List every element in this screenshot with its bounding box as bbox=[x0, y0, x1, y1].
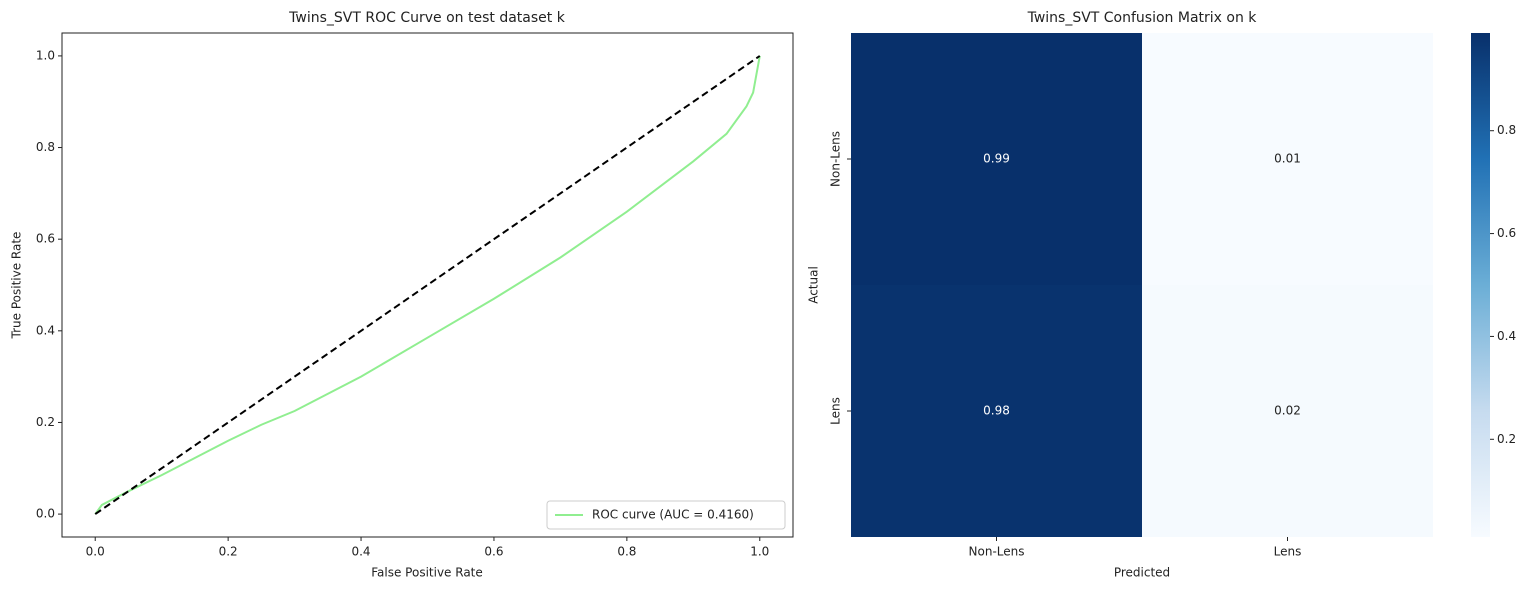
x-tick-label: Non-Lens bbox=[969, 545, 1025, 559]
chart-title: Twins_SVT ROC Curve on test dataset k bbox=[288, 10, 566, 26]
x-tick-label: 0.8 bbox=[617, 545, 636, 559]
x-tick-label: 0.0 bbox=[86, 545, 105, 559]
y-tick-label: 0.2 bbox=[36, 415, 55, 429]
y-tick-label: 0.6 bbox=[36, 232, 55, 246]
cell-label: 0.98 bbox=[983, 404, 1010, 418]
plot-frame bbox=[61, 32, 794, 538]
x-axis-label: False Positive Rate bbox=[371, 566, 483, 580]
heatmap-cell bbox=[1142, 285, 1433, 537]
y-axis-label: True Positive Rate bbox=[10, 232, 24, 340]
y-tick-label: 0.0 bbox=[36, 507, 55, 521]
cell-label: 0.99 bbox=[983, 152, 1010, 166]
y-tick-label: 0.4 bbox=[36, 323, 55, 337]
heatmap-cell bbox=[851, 33, 1142, 285]
y-axis-label: Actual bbox=[807, 266, 821, 304]
colorbar-tick-label: 0.4 bbox=[1497, 329, 1516, 343]
cell-label: 0.01 bbox=[1274, 152, 1301, 166]
line-series bbox=[94, 55, 761, 515]
line-series bbox=[94, 55, 761, 515]
y-tick-label: Non-Lens bbox=[829, 131, 843, 187]
x-tick-label: 0.2 bbox=[219, 545, 238, 559]
y-tick-label: 1.0 bbox=[36, 48, 55, 62]
x-tick-label: 0.4 bbox=[351, 545, 370, 559]
colorbar bbox=[1471, 33, 1490, 537]
legend-label: ROC curve (AUC = 0.4160) bbox=[592, 508, 754, 522]
chart-title: Twins_SVT Confusion Matrix on k bbox=[1027, 10, 1258, 26]
heatmap-cell bbox=[851, 285, 1142, 537]
x-tick-label: Lens bbox=[1274, 545, 1302, 559]
cell-label: 0.02 bbox=[1274, 404, 1301, 418]
x-axis-label: Predicted bbox=[1114, 566, 1170, 580]
colorbar-tick-label: 0.8 bbox=[1497, 123, 1516, 137]
colorbar-tick-label: 0.6 bbox=[1497, 226, 1516, 240]
y-tick-label: 0.8 bbox=[36, 140, 55, 154]
heatmap-cell bbox=[1142, 33, 1433, 285]
x-tick-label: 0.6 bbox=[484, 545, 503, 559]
y-tick-label: Lens bbox=[829, 397, 843, 425]
colorbar-tick-label: 0.2 bbox=[1497, 432, 1516, 446]
legend-box bbox=[546, 500, 786, 530]
x-tick-label: 1.0 bbox=[750, 545, 769, 559]
